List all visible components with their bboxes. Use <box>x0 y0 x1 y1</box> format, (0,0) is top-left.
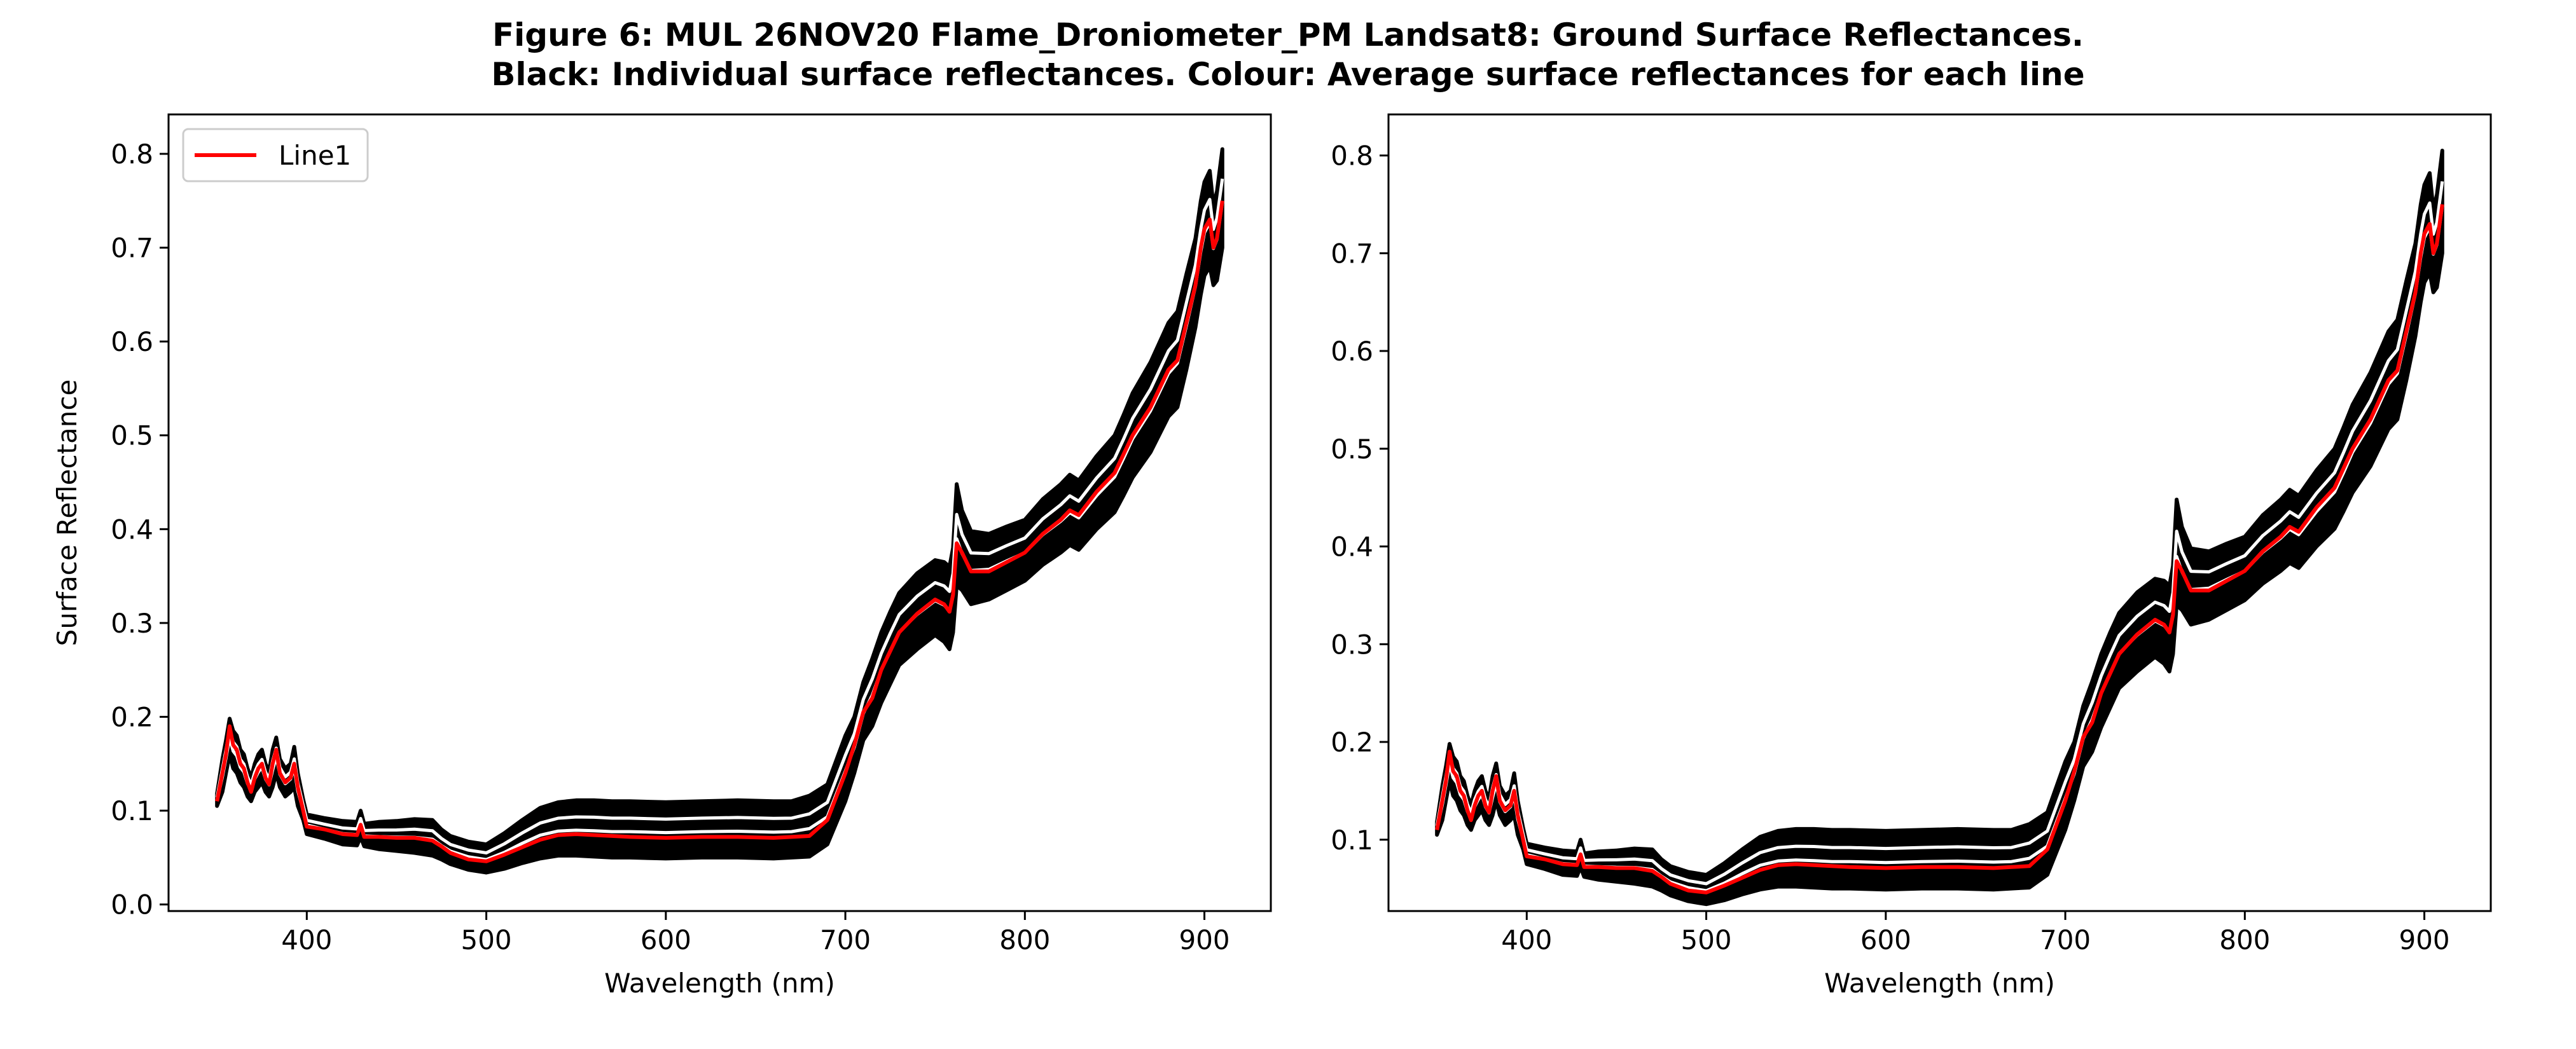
y-tick-label: 0.3 <box>1331 629 1373 660</box>
average-reflectance-line <box>1435 203 2444 895</box>
y-tick-label: 0.8 <box>1331 141 1373 172</box>
plot-area <box>1435 148 2444 907</box>
x-tick-label: 600 <box>641 924 691 956</box>
individual-reflectance-band <box>215 147 1224 875</box>
y-tick-label: 0.6 <box>1331 336 1373 367</box>
individual-reflectance-band <box>1435 148 2444 907</box>
average-reflectance-line <box>215 200 1224 863</box>
figure-title-line-1: Figure 6: MUL 26NOV20 Flame_Droniometer_… <box>492 17 2084 53</box>
y-tick-label: 0.6 <box>111 326 153 357</box>
y-axis-label: Surface Reflectance <box>52 380 83 647</box>
y-tick-label: 0.1 <box>111 795 153 826</box>
y-tick-label: 0.0 <box>111 889 153 921</box>
axes-frame <box>167 113 1272 912</box>
x-tick-label: 700 <box>820 924 871 956</box>
x-tick-label: 800 <box>999 924 1050 956</box>
x-tick-label: 900 <box>2399 924 2449 956</box>
y-tick-label: 0.2 <box>1331 727 1373 758</box>
y-tick-label: 0.7 <box>111 233 153 264</box>
y-tick-label: 0.4 <box>1331 531 1373 563</box>
y-tick-label: 0.5 <box>111 420 153 451</box>
y-tick-label: 0.8 <box>111 139 153 170</box>
x-tick-label: 600 <box>1860 924 1911 956</box>
y-tick-label: 0.7 <box>1331 238 1373 269</box>
y-tick-label: 0.5 <box>1331 434 1373 465</box>
y-tick-label: 0.4 <box>111 514 153 545</box>
left-chart-panel: 400 500 600 700 800 900 0.0 0.1 0.2 0.3 0.4 0.5 0.6 0… <box>52 113 1272 999</box>
x-tick-label: 700 <box>2040 924 2091 956</box>
legend-entry-label: Line1 <box>279 140 351 171</box>
x-tick-label: 500 <box>460 924 511 956</box>
plot-area <box>215 147 1224 875</box>
y-tick-label: 0.2 <box>111 701 153 732</box>
legend-box <box>182 128 369 182</box>
x-tick-label: 400 <box>281 924 332 956</box>
legend: Line1 <box>182 128 369 182</box>
x-tick-label: 900 <box>1179 924 1229 956</box>
axes-frame <box>1387 113 2492 912</box>
figure-title-line-2: Black: Individual surface reflectances. … <box>491 56 2084 93</box>
x-tick-label: 400 <box>1501 924 1552 956</box>
x-axis-label: Wavelength (nm) <box>1824 968 2055 999</box>
right-chart-panel: 400 500 600 700 800 900 0.1 0.2 0.3 0.4 0.5 0.6 0.7 0… <box>1331 113 2492 999</box>
y-tick-label: 0.1 <box>1331 825 1373 856</box>
x-tick-label: 800 <box>2219 924 2270 956</box>
x-axis-label: Wavelength (nm) <box>604 968 835 999</box>
x-tick-label: 500 <box>1680 924 1731 956</box>
y-tick-label: 0.3 <box>111 608 153 639</box>
